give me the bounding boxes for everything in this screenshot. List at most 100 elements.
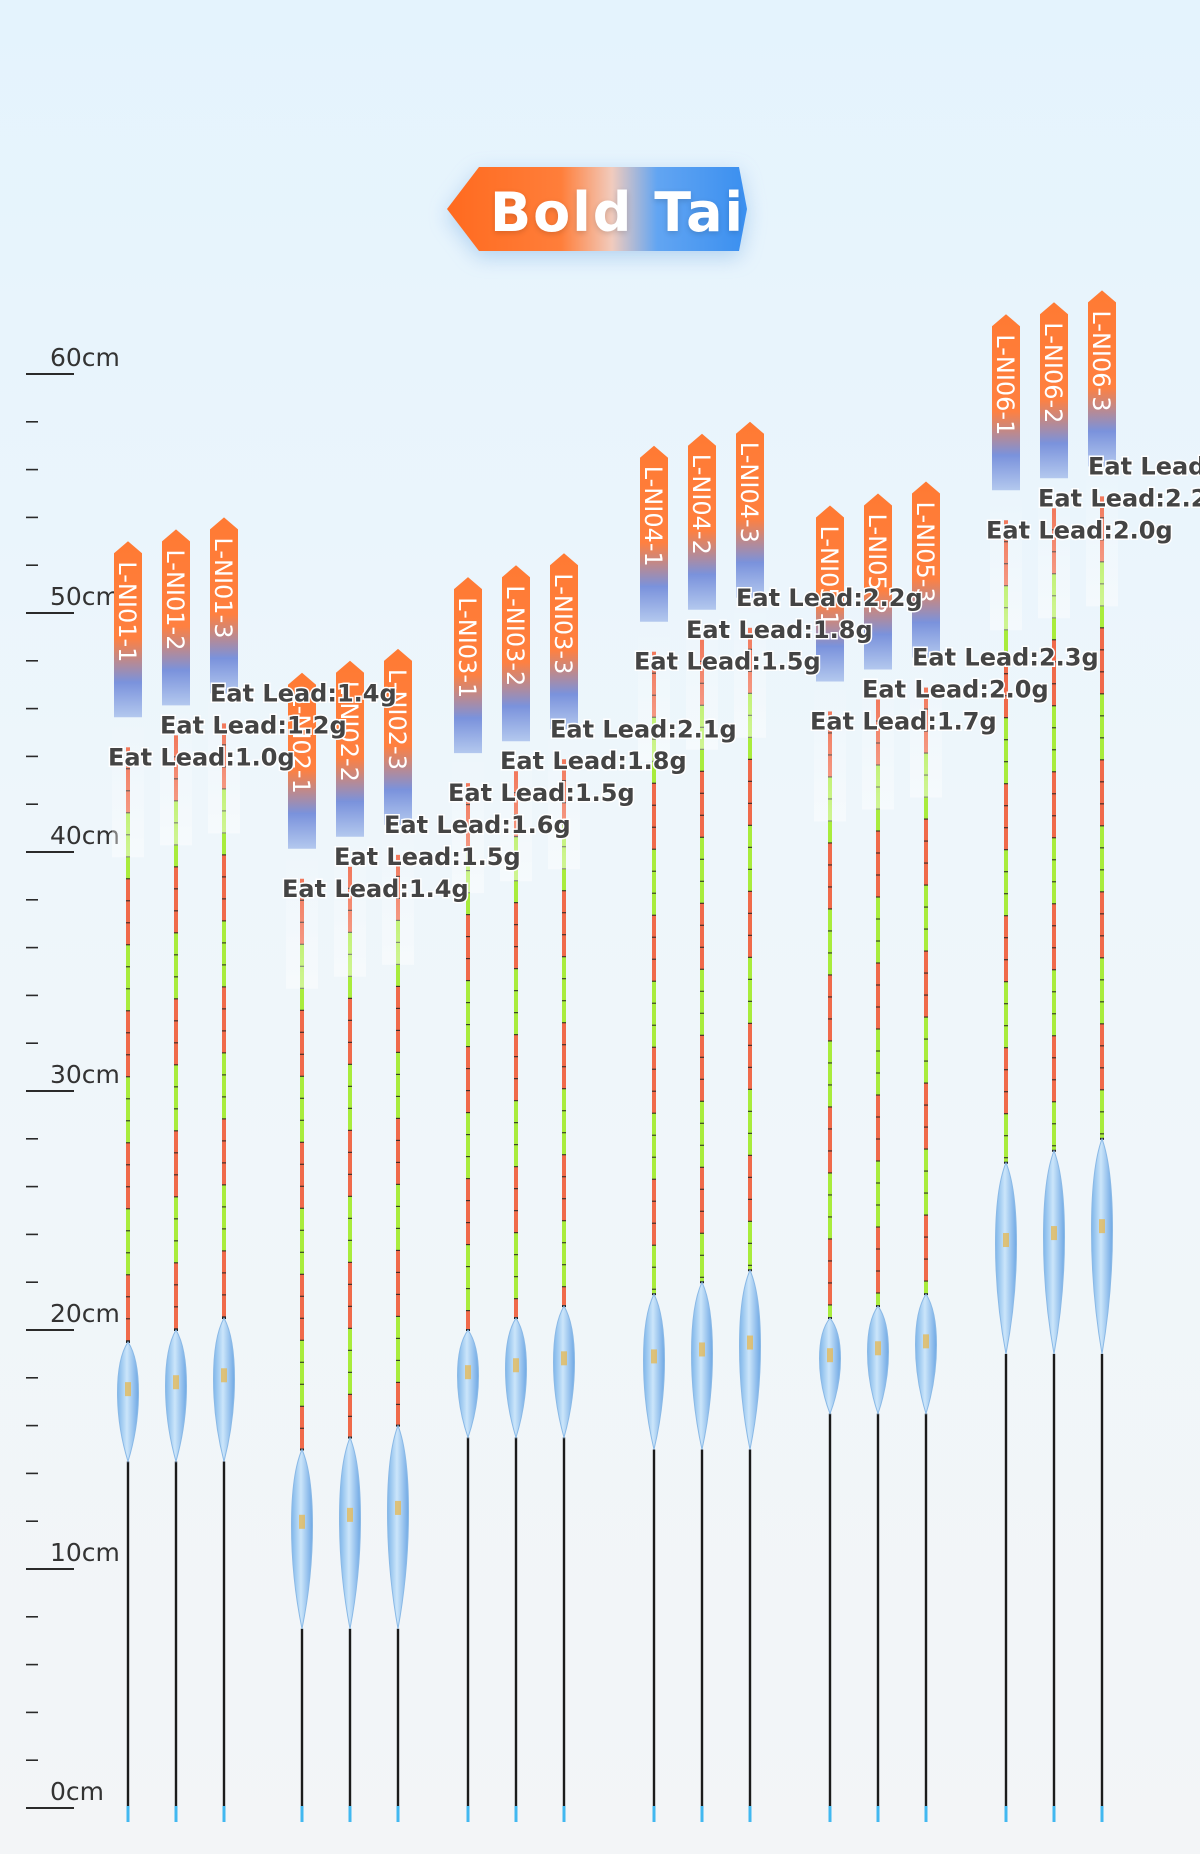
- float-lead-label: Eat Lead:1.2g: [160, 711, 347, 739]
- ruler-tick-label: 10cm: [50, 1538, 120, 1567]
- float-cap: [210, 517, 238, 694]
- float: L-NI01-2: [160, 529, 192, 1822]
- float: L-NI02-1: [286, 672, 318, 1822]
- float-cap-glow: [160, 705, 192, 846]
- float: L-NI05-3: [910, 481, 942, 1822]
- float-cap: [1088, 290, 1116, 467]
- float-model-label: L-NI02-1: [287, 693, 315, 794]
- float: L-NI01-3: [208, 517, 240, 1822]
- float: L-NI03-3: [548, 553, 580, 1822]
- float-cap-glow: [910, 657, 942, 798]
- float-body-logo: [347, 1507, 353, 1522]
- float-body-logo: [651, 1349, 657, 1364]
- float-body-logo: [923, 1334, 929, 1349]
- float-body-logo: [561, 1351, 567, 1366]
- float-body: [213, 1316, 235, 1462]
- float-lead-label: Eat Lead:2.1g: [550, 715, 737, 743]
- float-cap: [688, 433, 716, 610]
- float-model-label: L-NI04-3: [735, 442, 763, 543]
- float-lead-label: Eat Lead:2.2g: [1038, 484, 1200, 512]
- float-body: [457, 1329, 479, 1440]
- float-cap-glow: [814, 681, 846, 822]
- float: L-NI04-3: [734, 421, 766, 1822]
- float-model-label: L-NI04-2: [687, 454, 715, 555]
- float: L-NI04-2: [686, 433, 718, 1822]
- float-cap: [550, 553, 578, 730]
- lead-label-layer: Eat Lead:1.0g Eat Lead:1.2g Eat Lead:1.4g E…: [107, 451, 1200, 904]
- float-body: [819, 1317, 841, 1416]
- float-body: [553, 1305, 575, 1440]
- float-model-label: L-NI06-1: [991, 334, 1019, 435]
- float-body: [1091, 1137, 1113, 1354]
- float-model-label: L-NI02-3: [383, 669, 411, 770]
- float-lead-label: Eat Lead:1.7g: [810, 707, 997, 735]
- float-body: [995, 1161, 1017, 1354]
- float-lead-label: Eat Lead:1.0g: [108, 743, 295, 771]
- float-lead-label: Eat Lead:2.5g: [1088, 452, 1200, 480]
- float-cap: [640, 445, 668, 622]
- float-cap: [1040, 302, 1068, 479]
- float-model-label: L-NI02-2: [335, 681, 363, 782]
- float-body-logo: [125, 1382, 131, 1397]
- float-lead-label: Eat Lead:1.8g: [686, 616, 873, 644]
- float-model-label: L-NI03-3: [549, 573, 577, 674]
- float-lead-label: Eat Lead:2.0g: [986, 516, 1173, 544]
- float-cap-glow: [500, 741, 532, 882]
- float: L-NI02-3: [382, 648, 414, 1822]
- float-body-logo: [465, 1365, 471, 1380]
- float: L-NI05-1: [814, 505, 846, 1822]
- banner-title: Bold Tai: [490, 181, 746, 244]
- float-cap: [736, 421, 764, 598]
- float-cap-glow: [112, 717, 144, 858]
- float-body: [165, 1329, 187, 1464]
- ruler-tick-label: 0cm: [50, 1777, 104, 1806]
- float: L-NI06-3: [1086, 290, 1118, 1822]
- float-lead-label: Eat Lead:1.5g: [334, 843, 521, 871]
- float-body: [505, 1317, 527, 1440]
- float-model-label: L-NI06-2: [1039, 322, 1067, 423]
- float-model-label: L-NI05-1: [815, 525, 843, 626]
- float-cap: [912, 481, 940, 658]
- float-cap: [454, 577, 482, 754]
- float-cap-glow: [686, 609, 718, 750]
- float-cap-glow: [286, 848, 318, 989]
- float-body-logo: [1003, 1233, 1009, 1248]
- float-lead-label: Eat Lead:1.4g: [282, 875, 469, 903]
- float-cap: [114, 541, 142, 718]
- float-cap: [162, 529, 190, 706]
- float-body: [387, 1424, 409, 1629]
- float-cap-glow: [334, 836, 366, 977]
- ruler-tick-label: 60cm: [50, 343, 120, 372]
- float-model-label: L-NI03-1: [453, 597, 481, 698]
- float-body: [117, 1341, 139, 1464]
- float: L-NI02-2: [334, 660, 366, 1822]
- ruler-tick-label: 30cm: [50, 1060, 120, 1089]
- float-body: [867, 1305, 889, 1416]
- float-lead-label: Eat Lead:2.2g: [736, 584, 923, 612]
- float-lead-label: Eat Lead:2.0g: [862, 676, 1049, 704]
- float-cap-glow: [548, 729, 580, 870]
- float-lead-label: Eat Lead:1.4g: [210, 679, 397, 707]
- ruler-tick-label: 40cm: [50, 821, 120, 850]
- float-body-logo: [875, 1341, 881, 1356]
- float-body-logo: [699, 1342, 705, 1357]
- float-cap-glow: [1038, 478, 1070, 619]
- float: L-NI06-1: [990, 314, 1022, 1822]
- float-body-logo: [173, 1375, 179, 1390]
- float-cap: [992, 314, 1020, 491]
- float-body-logo: [395, 1500, 401, 1515]
- float-body-logo: [747, 1335, 753, 1350]
- float-body-logo: [513, 1358, 519, 1373]
- float-cap-glow: [734, 597, 766, 738]
- section-banner: [447, 167, 747, 251]
- float-model-label: L-NI06-3: [1087, 310, 1115, 411]
- float-lead-label: Eat Lead:1.6g: [384, 811, 571, 839]
- float-body: [339, 1436, 361, 1629]
- float-cap-glow: [1086, 466, 1118, 607]
- float-model-label: L-NI01-3: [209, 537, 237, 638]
- float-body-logo: [221, 1368, 227, 1383]
- float-cap-glow: [382, 824, 414, 965]
- float-body-logo: [299, 1514, 305, 1529]
- float-body: [739, 1268, 761, 1450]
